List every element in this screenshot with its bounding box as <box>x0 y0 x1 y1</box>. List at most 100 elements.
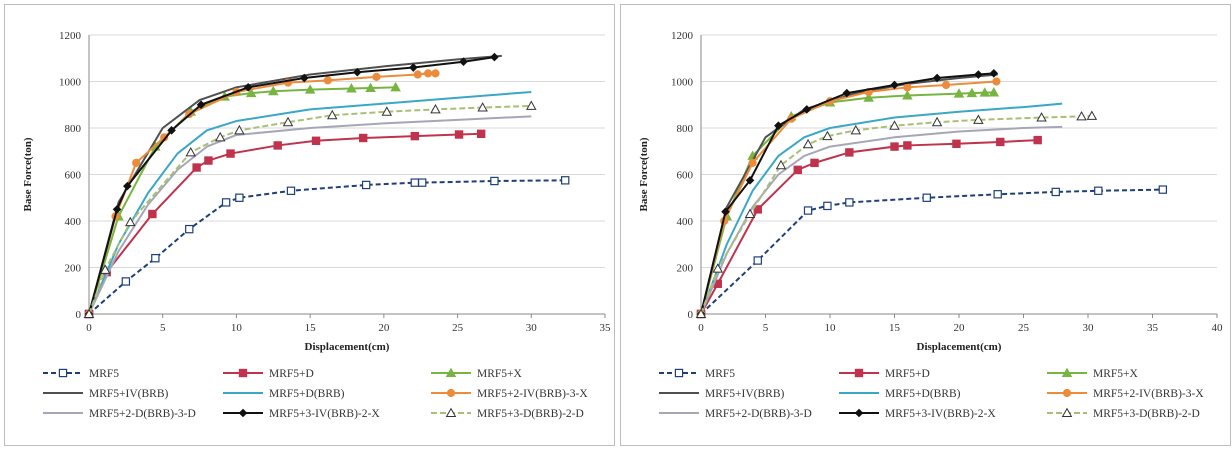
x-axis-title: Displacement(cm) <box>917 341 1002 353</box>
series-line <box>700 73 998 315</box>
x-tick-label: 35 <box>1147 322 1159 334</box>
y-tick-label: 1200 <box>671 30 694 42</box>
data-point <box>361 180 371 190</box>
data-point <box>304 84 316 94</box>
data-point <box>323 76 332 85</box>
series-line <box>88 72 436 315</box>
legend-entry: MRF5+2-D(BRB)-3-D <box>43 408 196 420</box>
x-tick-label: 30 <box>1083 322 1095 334</box>
x-tick-label: 5 <box>160 322 166 334</box>
legend-marker <box>446 388 456 398</box>
legend-marker <box>445 407 457 418</box>
data-point <box>932 73 942 83</box>
data-point <box>890 80 899 90</box>
legend-entry: MRF5+2-IV(BRB)-3-X <box>431 388 588 400</box>
legend-label: MRF5+3-IV(BRB)-2-X <box>885 408 996 420</box>
legend-entry: MRF5+D(BRB) <box>839 388 961 400</box>
data-point <box>477 102 488 112</box>
data-point <box>148 209 157 219</box>
data-point <box>282 116 294 127</box>
series-4 <box>88 90 532 315</box>
series-7 <box>84 52 499 319</box>
y-tick-label: 800 <box>677 123 694 135</box>
data-point <box>842 88 852 98</box>
data-point <box>372 72 381 81</box>
data-point <box>1036 112 1047 122</box>
legend-label: MRF5+D <box>885 368 930 380</box>
data-point <box>490 176 499 186</box>
y-tick-label: 1200 <box>59 30 82 42</box>
data-point <box>286 186 296 195</box>
legend-label: MRF5+D(BRB) <box>269 388 345 400</box>
series-line <box>88 54 502 315</box>
y-tick-label: 800 <box>65 123 82 135</box>
data-point <box>774 121 783 130</box>
legend-entry: MRF5+IV(BRB) <box>659 388 785 400</box>
legend-marker <box>1061 367 1073 378</box>
data-point <box>346 83 357 93</box>
legend-marker <box>58 368 68 378</box>
data-point <box>863 92 874 102</box>
y-tick-label: 400 <box>677 216 694 228</box>
data-point <box>845 198 854 207</box>
y-tick-label: 600 <box>677 170 694 182</box>
legend-label: MRF5+2-IV(BRB)-3-X <box>1093 388 1204 400</box>
legend-label: MRF5+X <box>1093 368 1139 380</box>
series-3 <box>88 54 502 315</box>
y-tick-label: 1000 <box>59 77 82 89</box>
legend-label: MRF5+2-IV(BRB)-3-X <box>477 388 588 400</box>
chart-panel-left: 0 200 400 600 800 1000 1200 0 5 10 15 20 25 30 35 Displ… <box>4 4 615 446</box>
legend-label: MRF5+IV(BRB) <box>89 388 169 400</box>
series-0 <box>84 176 570 319</box>
series-8 <box>695 110 1098 319</box>
data-point <box>132 158 141 167</box>
x-tick-label: 10 <box>825 322 837 334</box>
y-tick-label: 0 <box>76 309 82 321</box>
legend-marker <box>674 368 684 378</box>
legend-entry: MRF5+3-IV(BRB)-2-X <box>223 408 380 420</box>
data-point <box>712 263 724 273</box>
legend-entry: MRF5+D <box>839 368 930 380</box>
y-tick-label: 1000 <box>671 77 694 89</box>
legend-marker <box>1062 388 1072 398</box>
y-axis-title: Base Force(ton) <box>638 137 650 211</box>
data-point <box>526 100 537 110</box>
data-point <box>942 80 951 90</box>
data-point <box>235 193 244 202</box>
legend-entry: MRF5+3-D(BRB)-2-D <box>1047 407 1200 420</box>
data-point <box>221 198 231 207</box>
data-point <box>993 190 1002 199</box>
legend-entry: MRF5+D(BRB) <box>223 388 345 400</box>
x-axis-title: Displacement(cm) <box>305 341 390 353</box>
data-point <box>409 63 418 72</box>
x-tick-label: 30 <box>526 322 538 334</box>
series-7 <box>696 69 999 319</box>
data-point <box>889 120 900 130</box>
data-point <box>902 90 913 100</box>
data-point <box>490 52 499 62</box>
legend-entry: MRF5+3-IV(BRB)-2-X <box>839 408 996 420</box>
data-point <box>327 109 338 120</box>
data-point <box>121 277 131 286</box>
data-point <box>430 103 441 114</box>
legend-label: MRF5+2-D(BRB)-3-D <box>89 408 196 420</box>
chart-left: 0 200 400 600 800 1000 1200 0 5 10 15 20 25 30 35 Displ… <box>22 30 611 420</box>
series-line <box>700 188 1163 315</box>
data-point <box>979 87 991 97</box>
x-tick-label: 25 <box>1018 322 1030 334</box>
data-point <box>922 193 931 202</box>
data-point <box>952 139 961 149</box>
data-point <box>1086 110 1098 120</box>
series-4 <box>700 102 1063 315</box>
legend-label: MRF5+D(BRB) <box>885 388 961 400</box>
data-point <box>903 141 912 150</box>
y-tick-label: 200 <box>677 263 694 275</box>
data-point <box>423 69 433 78</box>
legend-label: MRF5+X <box>477 368 523 380</box>
data-point <box>353 67 362 77</box>
series-line <box>88 56 495 315</box>
legend-label: MRF5+D <box>269 368 314 380</box>
data-point <box>476 129 486 139</box>
data-point <box>192 163 201 172</box>
data-point <box>214 131 226 142</box>
